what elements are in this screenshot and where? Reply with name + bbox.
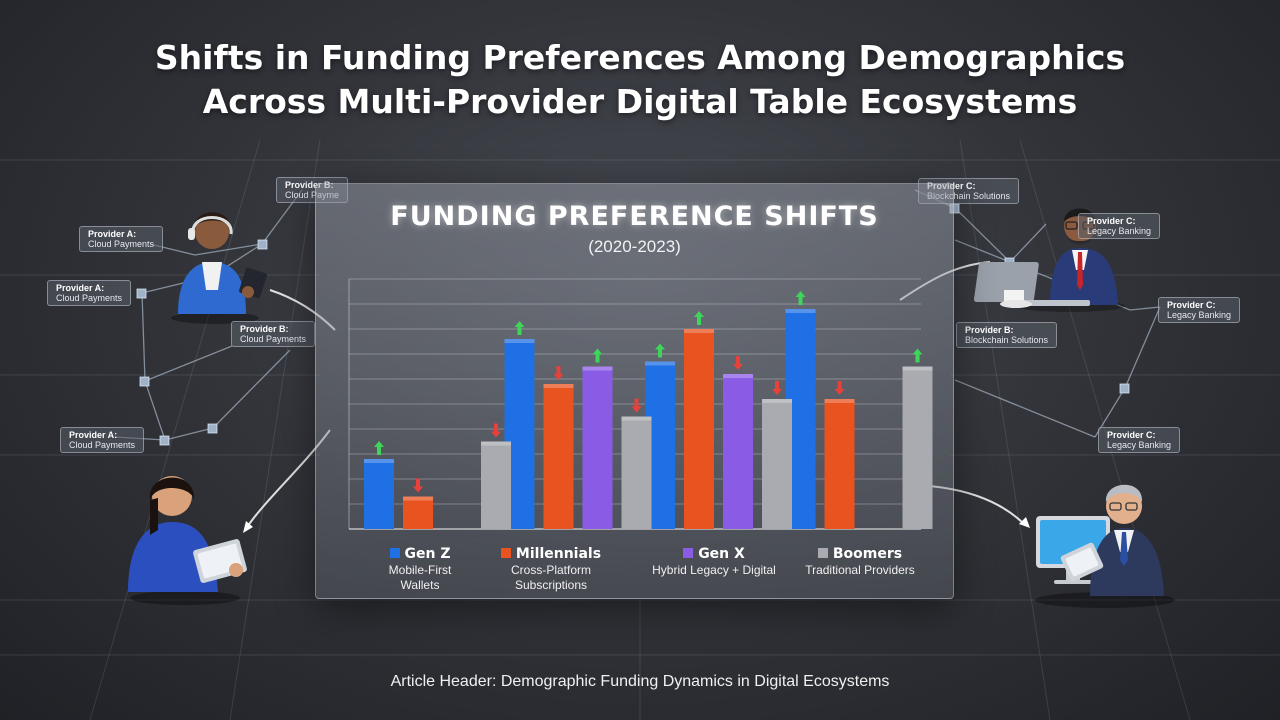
support-agent-icon	[171, 212, 267, 324]
trend-up-arrow-icon	[795, 291, 806, 305]
trend-down-arrow-icon	[413, 478, 423, 493]
desktop-executive-icon	[1035, 484, 1175, 608]
legend-swatch	[389, 548, 400, 558]
trend-up-arrow-icon	[694, 311, 704, 325]
provider-tag-desc: Legacy Banking	[1107, 440, 1172, 450]
bar-gen-x	[723, 374, 753, 529]
bar-millennials	[824, 399, 855, 529]
legend-swatch	[683, 548, 694, 558]
bar-highlight	[902, 366, 933, 371]
article-caption: Article Header: Demographic Funding Dyna…	[390, 673, 890, 690]
trend-down-arrow-icon	[733, 356, 743, 370]
provider-tag-desc: Legacy Banking	[1167, 310, 1232, 320]
provider-tag-desc: Blockchain Solutions	[927, 191, 1011, 201]
provider-tag-name: Provider A:	[69, 430, 118, 440]
legend-desc: Mobile-First	[388, 563, 452, 577]
legend-desc: Hybrid Legacy + Digital	[652, 563, 776, 577]
legend-label: Boomers	[832, 546, 903, 562]
legend-label: Millennials	[515, 546, 602, 562]
trend-up-arrow-icon	[912, 348, 923, 363]
bar-boomers	[902, 366, 933, 529]
tablet-user-icon	[128, 476, 247, 605]
provider-tag: Provider A: Cloud Payments	[60, 427, 145, 453]
provider-tag: Provider A: Cloud Payments	[79, 226, 164, 252]
bar-chart	[348, 278, 933, 530]
bar-highlight	[582, 366, 613, 371]
bar-highlight	[684, 329, 714, 333]
provider-tag: Provider B: Cloud Payments	[231, 321, 316, 347]
provider-tag-name: Provider C:	[1107, 430, 1156, 440]
trend-down-arrow-icon	[631, 398, 642, 413]
legend-item-gen-x: Gen X Hybrid Legacy + Digital	[639, 546, 789, 577]
provider-tag-name: Provider B:	[965, 325, 1014, 335]
legend-swatch	[500, 548, 511, 558]
provider-tag: Provider C: Legacy Banking	[1098, 427, 1181, 453]
chart-subtitle: (2020-2023)	[588, 237, 681, 256]
legend-item-boomers: Boomers Traditional Providers	[785, 546, 935, 577]
trend-down-arrow-icon	[491, 423, 501, 438]
provider-tag-desc: Cloud Payme	[285, 190, 340, 200]
bar-highlight	[762, 399, 792, 403]
provider-tag: Provider B: Blockchain Solutions	[956, 322, 1058, 348]
chart-title: FUNDING PREFERENCE SHIFTS	[390, 201, 879, 232]
legend-desc: Traditional Providers	[805, 563, 915, 577]
page-title-line-1: Shifts in Funding Preferences Among Demo…	[154, 38, 1126, 77]
legend-item-gen-z: Gen Z Mobile-First Wallets	[345, 546, 495, 592]
bar-highlight	[403, 496, 433, 501]
legend-desc: Subscriptions	[514, 578, 588, 592]
chart-panel: FUNDING PREFERENCE SHIFTS (2020-2023) Ge…	[315, 183, 954, 599]
provider-tag-name: Provider A:	[88, 229, 137, 239]
provider-tag-desc: Cloud Payments	[69, 440, 136, 450]
provider-tag-desc: Cloud Payments	[240, 334, 307, 344]
trend-up-arrow-icon	[514, 321, 525, 335]
bar-highlight	[621, 416, 652, 421]
legend-desc: Wallets	[400, 578, 440, 592]
provider-tag-desc: Blockchain Solutions	[965, 335, 1049, 345]
bar-boomers	[621, 416, 652, 529]
provider-tag-name: Provider C:	[1167, 300, 1216, 310]
provider-tag-desc: Cloud Payments	[88, 239, 155, 249]
provider-tag-name: Provider A:	[56, 283, 105, 293]
legend-swatch	[817, 548, 828, 558]
trend-up-arrow-icon	[655, 343, 665, 358]
legend-label: Gen X	[698, 546, 745, 562]
bar-millennials	[543, 384, 574, 529]
bar-gen-z	[364, 459, 394, 529]
bar-highlight	[824, 399, 855, 403]
legend-label: Gen Z	[404, 546, 451, 562]
legend-desc: Cross-Platform	[510, 563, 591, 577]
provider-tag: Provider A: Cloud Payments	[47, 280, 132, 306]
bar-highlight	[481, 441, 511, 446]
bar-highlight	[645, 361, 675, 366]
provider-tag-desc: Legacy Banking	[1087, 226, 1152, 236]
trend-down-arrow-icon	[772, 381, 782, 395]
bar-boomers	[762, 399, 792, 529]
trend-up-arrow-icon	[592, 348, 603, 363]
legend-item-millennials: Millennials Cross-Platform Subscriptions	[476, 546, 626, 592]
page-title-line-2: Across Multi-Provider Digital Table Ecos…	[202, 82, 1078, 121]
bar-highlight	[364, 459, 394, 463]
bar-highlight	[723, 374, 753, 378]
provider-tag: Provider C: Legacy Banking	[1158, 297, 1241, 323]
bar-millennials	[403, 496, 433, 529]
bar-boomers	[481, 441, 511, 529]
provider-tag: Provider C: Legacy Banking	[1078, 213, 1161, 239]
bar-highlight	[543, 384, 574, 388]
provider-tag-name: Provider C:	[1087, 216, 1136, 226]
provider-tag-desc: Cloud Payments	[56, 293, 123, 303]
trend-down-arrow-icon	[834, 381, 845, 395]
bar-gen-x	[582, 366, 613, 529]
bar-highlight	[504, 339, 535, 343]
bar-millennials	[684, 329, 714, 529]
provider-tag-name: Provider B:	[285, 180, 334, 190]
provider-tag-name: Provider B:	[240, 324, 289, 334]
trend-up-arrow-icon	[374, 441, 384, 455]
bar-highlight	[785, 309, 816, 313]
trend-down-arrow-icon	[553, 366, 564, 380]
